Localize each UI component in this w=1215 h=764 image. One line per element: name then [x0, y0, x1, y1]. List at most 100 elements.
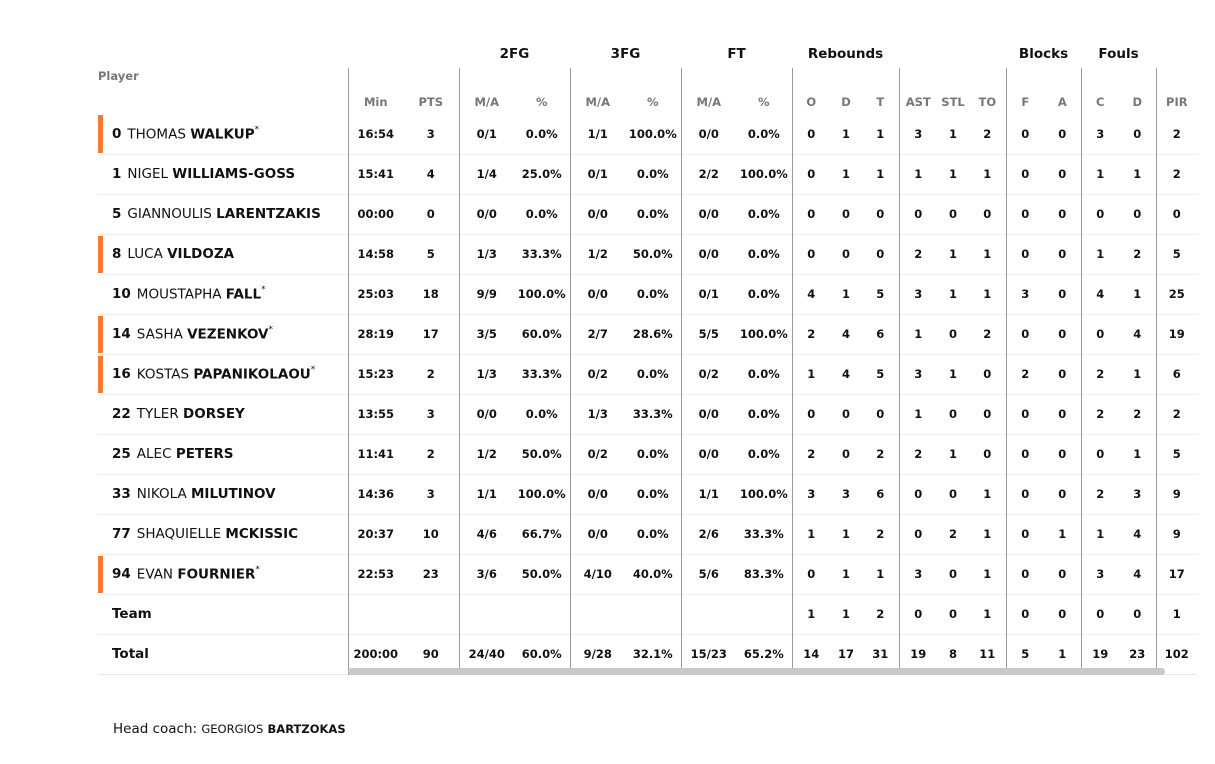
- stat-3fg-ma: 1/3: [569, 394, 626, 434]
- player-number: 16: [112, 366, 131, 383]
- stat-reb-t: 2: [876, 607, 885, 621]
- col-header-fouls-d[interactable]: D: [1132, 95, 1143, 109]
- player-name-cell[interactable]: 16 KOSTAS PAPANIKOLAOU*: [98, 354, 348, 394]
- col-header-3fg-pct[interactable]: %: [647, 95, 659, 109]
- player-name-cell[interactable]: 25 ALEC PETERS: [98, 434, 348, 474]
- stat-ast: 2: [898, 434, 938, 474]
- horizontal-scrollbar[interactable]: [348, 668, 1165, 675]
- stat-pts: [403, 594, 459, 634]
- player-row: 25 ALEC PETERS 11:41 2 1/2 50.0% 0/2 0.0% 0/0 0.0…: [98, 434, 1198, 474]
- col-header-fouls-c[interactable]: C: [1080, 68, 1120, 114]
- player-name-cell[interactable]: 22 TYLER DORSEY: [98, 394, 348, 434]
- stat-3fg-pct: 28.6%: [632, 327, 673, 341]
- stat-ft-ma: 5/6: [680, 554, 737, 594]
- stat-pir: 6: [1155, 354, 1198, 394]
- player-last-name: LARENTZAKIS: [216, 206, 321, 222]
- stat-min: [347, 594, 403, 634]
- stat-to: 1: [983, 247, 992, 261]
- stat-fouls-c: 4: [1080, 274, 1120, 314]
- player-row: 5 GIANNOULIS LARENTZAKIS 00:00 0 0/0 0.0% 0/0 0…: [98, 194, 1198, 234]
- stat-reb-o: 1: [791, 354, 831, 394]
- player-name-cell[interactable]: 0 THOMAS WALKUP*: [98, 114, 348, 154]
- col-header-reb-o[interactable]: O: [791, 68, 831, 114]
- stat-reb-o: 0: [791, 554, 831, 594]
- stat-fouls-d: 1: [1133, 167, 1142, 181]
- stat-ft-ma: 0/0: [680, 194, 737, 234]
- stat-fouls-c: 0: [1080, 434, 1120, 474]
- player-number: 33: [112, 486, 131, 502]
- stat-blk-a: 0: [1058, 287, 1067, 301]
- player-name-cell[interactable]: 94 EVAN FOURNIER*: [98, 554, 348, 594]
- col-header-2fg-ma[interactable]: M/A: [458, 68, 514, 114]
- player-number: 22: [112, 406, 131, 422]
- stat-reb-d: 1: [842, 167, 851, 181]
- player-name-cell[interactable]: 5 GIANNOULIS LARENTZAKIS: [98, 194, 348, 234]
- col-header-blk-f[interactable]: F: [1005, 68, 1045, 114]
- stat-blk-a: 0: [1058, 247, 1067, 261]
- stat-min: 13:55: [347, 394, 403, 434]
- player-last-name: VEZENKOV: [187, 326, 269, 343]
- stat-ft-pct: 0.0%: [747, 367, 780, 381]
- box-score: 2FG 3FG FT Rebounds Blocks Fouls Player …: [98, 40, 1198, 675]
- starter-mark: *: [254, 124, 260, 135]
- player-name-cell[interactable]: 8 LUCA VILDOZA: [98, 234, 348, 274]
- col-header-stl[interactable]: STL: [941, 95, 965, 109]
- stat-min: 14:58: [347, 234, 403, 274]
- stat-ast: 2: [898, 234, 938, 274]
- stat-reb-d: 0: [842, 207, 851, 221]
- stat-pir: 5: [1155, 234, 1198, 274]
- player-header: Player: [98, 69, 139, 83]
- stat-min: 15:23: [347, 354, 403, 394]
- stat-3fg-ma: 0/0: [569, 474, 626, 514]
- col-header-blk-a[interactable]: A: [1057, 95, 1067, 109]
- player-first-name: MOUSTAPHA: [136, 286, 222, 303]
- col-header-min[interactable]: Min: [347, 68, 403, 114]
- col-header-2fg-pct[interactable]: %: [535, 95, 548, 109]
- player-name-cell[interactable]: 77 SHAQUIELLE MCKISSIC: [98, 514, 348, 554]
- stat-2fg-pct: 66.7%: [521, 527, 562, 541]
- stat-fouls-c: 2: [1080, 394, 1120, 434]
- col-header-ft-ma[interactable]: M/A: [680, 68, 737, 114]
- col-header-to[interactable]: TO: [978, 95, 997, 109]
- col-header-reb-t[interactable]: T: [876, 95, 885, 109]
- player-name-cell[interactable]: 33 NIKOLA MILUTINOV: [98, 474, 348, 514]
- col-header-pts[interactable]: PTS: [418, 95, 444, 109]
- stat-2fg-pct: 25.0%: [521, 167, 562, 181]
- player-name-cell[interactable]: 1 NIGEL WILLIAMS-GOSS: [98, 154, 348, 194]
- stat-blk-a: 0: [1058, 327, 1067, 341]
- stat-min: 20:37: [347, 514, 403, 554]
- group-blocks: Blocks: [1018, 46, 1069, 62]
- stat-reb-t: 1: [876, 167, 885, 181]
- stat-ft-pct: 0.0%: [747, 287, 780, 301]
- player-number: 94: [112, 566, 131, 583]
- player-name-cell[interactable]: 10 MOUSTAPHA FALL*: [98, 274, 348, 314]
- player-row: 14 SASHA VEZENKOV* 28:19 17 3/5 60.0% 2/7 28.6%…: [98, 314, 1198, 354]
- player-first-name: NIKOLA: [136, 486, 187, 502]
- stat-min: 11:41: [347, 434, 403, 474]
- stat-reb-d: 17: [838, 647, 855, 661]
- player-name-cell[interactable]: 14 SASHA VEZENKOV*: [98, 314, 348, 354]
- stat-ast: 1: [898, 154, 938, 194]
- group-rebounds: Rebounds: [807, 46, 884, 62]
- col-header-ft-pct[interactable]: %: [758, 95, 770, 109]
- col-header-ast[interactable]: AST: [898, 68, 938, 114]
- stat-reb-o: 3: [791, 474, 831, 514]
- stat-blk-f: 0: [1005, 554, 1045, 594]
- stat-ast: 3: [898, 114, 938, 154]
- stat-reb-o: 0: [791, 154, 831, 194]
- stat-fouls-d: 2: [1133, 247, 1142, 261]
- player-first-name: TYLER: [136, 406, 179, 422]
- col-header-reb-d[interactable]: D: [841, 95, 851, 109]
- stat-fouls-d: 4: [1133, 567, 1142, 581]
- on-court-indicator: [98, 115, 103, 153]
- stat-to: 0: [983, 367, 992, 381]
- col-header-pir[interactable]: PIR: [1155, 68, 1198, 114]
- stat-reb-d: 0: [842, 407, 851, 421]
- player-first-name: NIGEL: [127, 166, 168, 182]
- stat-blk-f: 0: [1005, 394, 1045, 434]
- stat-ft-ma: 0/0: [680, 234, 737, 274]
- stat-fouls-c: 3: [1080, 114, 1120, 154]
- col-header-3fg-ma[interactable]: M/A: [569, 68, 626, 114]
- stat-ft-pct: 0.0%: [747, 407, 780, 421]
- stat-3fg-ma: 0/0: [569, 274, 626, 314]
